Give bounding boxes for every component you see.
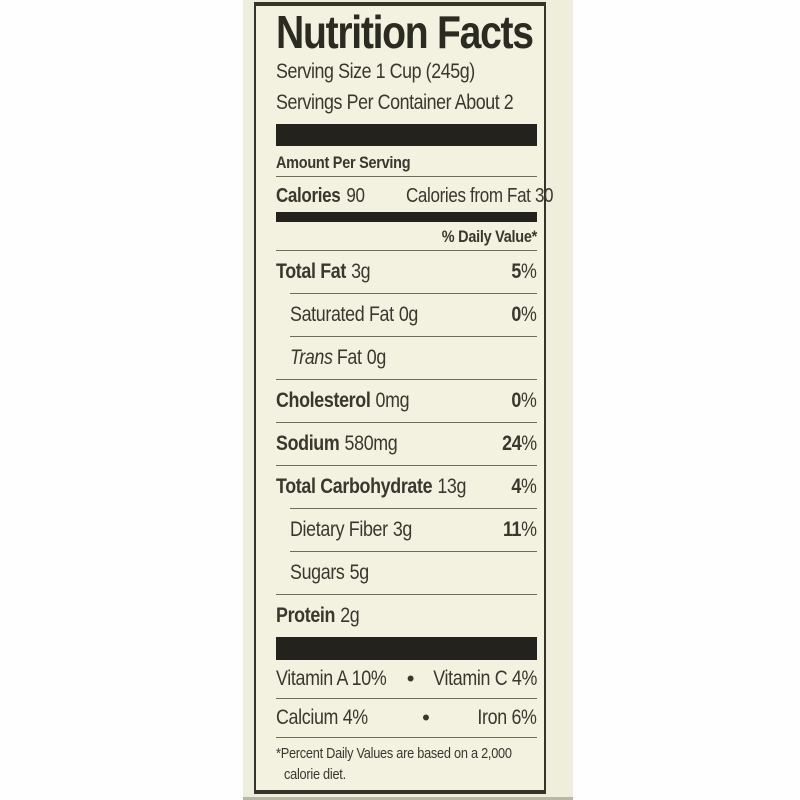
daily-value-header: % Daily Value* <box>441 227 537 246</box>
percent-sign: % <box>521 475 537 498</box>
vitamin-row: Vitamin A 10% • Vitamin C 4% <box>276 660 537 698</box>
iron-value: Iron 6% <box>477 706 537 729</box>
nutrient-name: Dietary Fiber <box>290 518 388 541</box>
amount-per-serving-label: Amount Per Serving <box>276 153 411 172</box>
calcium-value: Calcium 4% <box>276 706 368 729</box>
nutrient-amount: 13g <box>437 475 467 498</box>
nutrient-name: Total Carbohydrate <box>276 475 433 498</box>
nutrient-amount: 580mg <box>344 432 398 455</box>
nutrient-row-total-fat: Total Fat 3g 5% <box>276 250 537 293</box>
percent-sign: % <box>521 432 537 455</box>
footnote: *Percent Daily Values are based on a 2,0… <box>276 737 537 785</box>
nutrient-row-saturated-fat: Saturated Fat 0g 0% <box>290 293 537 336</box>
daily-value: 5% <box>511 260 537 283</box>
separator-bar-medium <box>276 212 537 222</box>
percent-sign: % <box>521 389 537 412</box>
nutrient-amount: 0mg <box>375 389 410 412</box>
nutrient-amount: 0g <box>366 346 387 369</box>
servings-per-container: Servings Per Container About 2 <box>276 91 514 114</box>
mineral-row: Calcium 4% • Iron 6% <box>276 698 537 737</box>
nutrient-amount: 2g <box>340 604 360 627</box>
percent-sign: % <box>521 260 537 283</box>
nutrient-name: Sugars <box>290 561 345 584</box>
nutrient-name: Saturated Fat <box>290 303 394 326</box>
nutrient-row-sodium: Sodium 580mg 24% <box>276 422 537 465</box>
serving-size: Serving Size 1 Cup (245g) <box>276 60 475 83</box>
calories-row: Calories 90 Calories from Fat 30 <box>276 176 554 212</box>
separator-bar-thick-bottom <box>276 637 537 660</box>
calories-left: Calories 90 <box>276 183 365 209</box>
daily-value: 0% <box>511 389 537 412</box>
photo-bottom-edge <box>243 797 573 800</box>
daily-value: 4% <box>511 475 537 498</box>
nutrient-row-trans-fat: Trans Fat 0g <box>290 336 537 379</box>
label-title-text: Nutrition Facts <box>276 6 534 58</box>
footnote-line-2: calorie diet. <box>284 766 346 783</box>
percent-sign: % <box>521 518 537 541</box>
nutrient-row-cholesterol: Cholesterol 0mg 0% <box>276 379 537 422</box>
vitamin-a-value: Vitamin A 10% <box>276 667 387 690</box>
nutrient-amount: 5g <box>349 561 370 584</box>
daily-value: 11% <box>503 518 537 541</box>
nutrient-amount: 3g <box>392 518 413 541</box>
bullet-icon: • <box>422 705 430 730</box>
nutrient-name: Protein <box>276 604 336 627</box>
bullet-icon: • <box>406 666 415 691</box>
nutrient-name: Total Fat <box>276 260 346 283</box>
nutrient-name: Cholesterol <box>276 389 371 412</box>
calories-value: 90 <box>346 185 365 207</box>
calories-from-fat: Calories from Fat 30 <box>406 185 554 207</box>
nutrient-row-total-carbohydrate: Total Carbohydrate 13g 4% <box>276 465 537 508</box>
nutrient-amount: 0g <box>398 303 419 326</box>
nutrient-row-dietary-fiber: Dietary Fiber 3g 11% <box>290 508 537 551</box>
calories-label: Calories <box>276 185 341 207</box>
percent-sign: % <box>521 303 537 326</box>
daily-value: 0% <box>511 303 537 326</box>
nutrition-facts-label: Nutrition Facts Serving Size 1 Cup (245g… <box>254 2 554 794</box>
nutrient-name-suffix: Fat <box>336 346 362 369</box>
nutrient-name: Trans <box>290 346 333 369</box>
label-title: Nutrition Facts <box>276 8 537 56</box>
nutrient-amount: 3g <box>351 260 371 283</box>
nutrient-name: Sodium <box>276 432 340 455</box>
daily-value: 24% <box>502 432 537 455</box>
footnote-line-1: *Percent Daily Values are based on a 2,0… <box>276 745 512 762</box>
nutrient-row-protein: Protein 2g <box>276 594 537 637</box>
separator-bar-thick-top <box>276 124 537 146</box>
nutrient-row-sugars: Sugars 5g <box>290 551 537 594</box>
vitamin-c-value: Vitamin C 4% <box>433 667 537 690</box>
